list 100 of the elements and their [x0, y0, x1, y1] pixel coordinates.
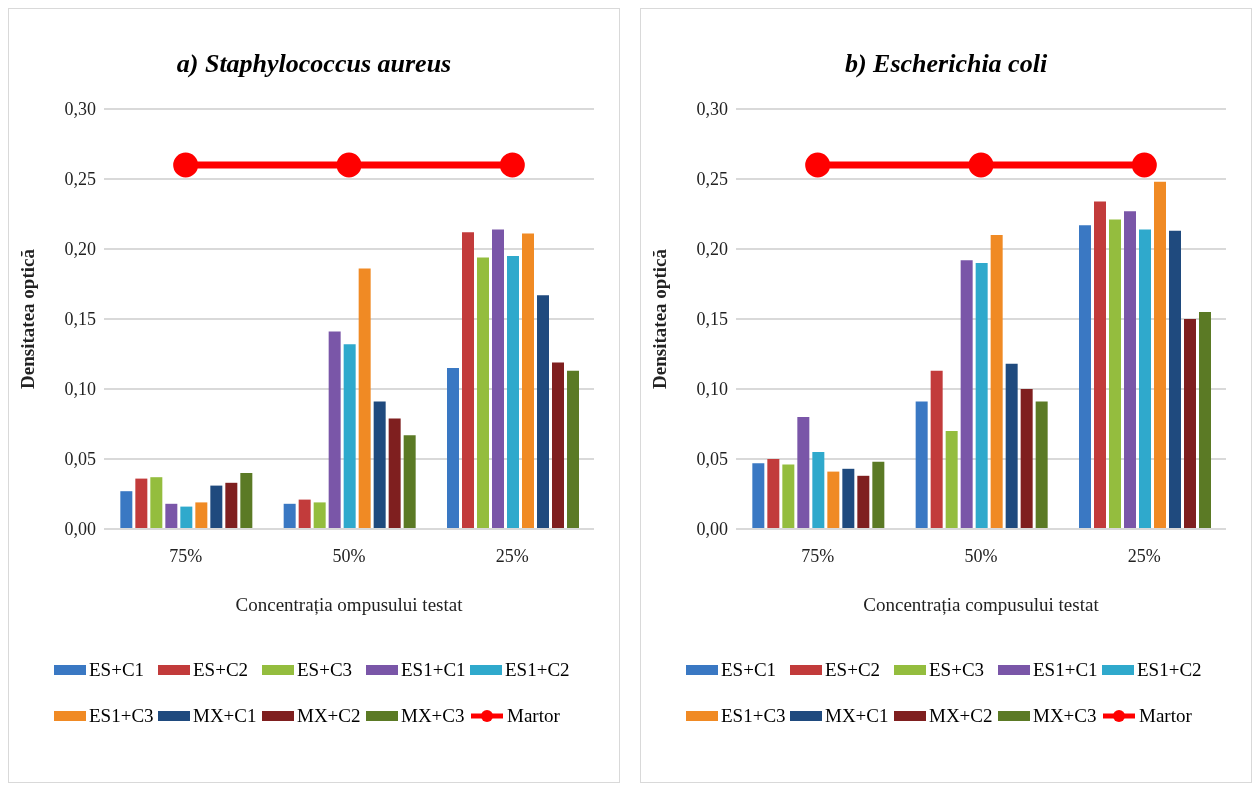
bar: [210, 485, 223, 529]
bar: [552, 362, 564, 529]
bar: [135, 478, 148, 529]
bar: [225, 482, 238, 529]
y-tick-label: 0,10: [64, 379, 96, 400]
bar: [388, 418, 401, 529]
legend-label: ES1+C1: [401, 659, 466, 681]
chart-title: b) Escherichia coli: [843, 49, 1049, 80]
bar: [1005, 363, 1018, 529]
bar: [403, 435, 416, 529]
x-tick-label: 75%: [801, 545, 835, 566]
y-tick-label: 0,00: [696, 519, 728, 540]
bar: [1124, 211, 1136, 529]
y-axis-title: Densitatea optică: [648, 248, 670, 389]
legend-label: MX+C3: [401, 705, 465, 727]
legend-label: ES+C1: [721, 659, 777, 681]
y-tick-label: 0,05: [64, 449, 96, 470]
bar: [767, 459, 780, 529]
bar: [298, 499, 311, 529]
bar: [975, 263, 988, 529]
y-tick-label: 0,00: [64, 519, 96, 540]
bar: [960, 260, 973, 529]
bar: [842, 468, 855, 529]
y-axis-title: Densitatea optică: [16, 248, 38, 389]
y-tick-label: 0,30: [64, 99, 96, 120]
bar: [567, 370, 579, 529]
y-tick-label: 0,15: [696, 309, 728, 330]
y-tick-label: 0,05: [696, 449, 728, 470]
bar: [150, 477, 163, 529]
x-tick-label: 25%: [1127, 545, 1161, 566]
legend-label: MX+C3: [1033, 705, 1097, 727]
legend-label: ES1+C3: [89, 705, 154, 727]
legend-label: MX+C2: [929, 705, 993, 727]
bar: [1199, 312, 1211, 529]
bar: [782, 464, 795, 529]
bar: [812, 452, 825, 529]
legend-label: ES1+C3: [721, 705, 786, 727]
legend-label: ES+C3: [929, 659, 985, 681]
legend-label: Martor: [507, 705, 560, 727]
bar: [1154, 181, 1166, 529]
legend-label: MX+C2: [297, 705, 361, 727]
bar: [537, 295, 549, 529]
bar: [930, 370, 943, 529]
bar: [373, 401, 386, 529]
legend-label: ES1+C2: [505, 659, 570, 681]
bar: [857, 475, 870, 529]
x-tick-label: 75%: [169, 545, 203, 566]
bar: [797, 417, 810, 529]
bar: [872, 461, 885, 529]
bar: [120, 491, 133, 529]
legend-label: MX+C1: [825, 705, 889, 727]
bar: [462, 232, 474, 529]
bar: [1184, 319, 1196, 529]
bar: [752, 463, 765, 529]
y-tick-label: 0,20: [696, 239, 728, 260]
legend-label: ES+C2: [193, 659, 249, 681]
bar: [827, 471, 840, 529]
bar: [180, 506, 193, 529]
y-tick-label: 0,15: [64, 309, 96, 330]
y-tick-label: 0,20: [64, 239, 96, 260]
bar: [990, 235, 1003, 529]
bar: [447, 368, 459, 529]
bar: [343, 344, 356, 529]
bar: [240, 473, 253, 529]
bar: [1079, 225, 1091, 529]
x-tick-label: 50%: [332, 545, 366, 566]
bar: [195, 502, 208, 529]
legend-label: ES+C3: [297, 659, 353, 681]
bar: [477, 257, 489, 529]
bar: [1094, 201, 1106, 529]
y-tick-label: 0,10: [696, 379, 728, 400]
bar: [1035, 401, 1048, 529]
x-tick-label: 25%: [495, 545, 529, 566]
bar: [283, 503, 296, 529]
legend-label: Martor: [1139, 705, 1192, 727]
x-tick-label: 50%: [964, 545, 998, 566]
x-axis-title: Concentrația ompusului testat: [235, 594, 464, 615]
legend-label: ES1+C1: [1033, 659, 1098, 681]
bar: [313, 502, 326, 529]
bar: [358, 268, 371, 529]
y-tick-label: 0,25: [64, 169, 96, 190]
bar: [915, 401, 928, 529]
bar: [1139, 229, 1151, 529]
bar: [522, 233, 534, 529]
y-tick-label: 0,30: [696, 99, 728, 120]
bar: [1020, 389, 1033, 529]
legend-label: MX+C1: [193, 705, 257, 727]
x-axis-title: Concentrația compusului testat: [863, 594, 1100, 615]
legend-label: ES1+C2: [1137, 659, 1202, 681]
chart-title: a) Staphylococcus aureus: [175, 49, 453, 80]
bar: [328, 331, 341, 529]
bar: [1169, 230, 1181, 529]
bar: [1109, 219, 1121, 529]
bar: [507, 256, 519, 529]
y-tick-label: 0,25: [696, 169, 728, 190]
legend-label: ES+C2: [825, 659, 881, 681]
bar: [492, 229, 504, 529]
legend-label: ES+C1: [89, 659, 145, 681]
bar: [165, 503, 178, 529]
bar: [945, 431, 958, 529]
